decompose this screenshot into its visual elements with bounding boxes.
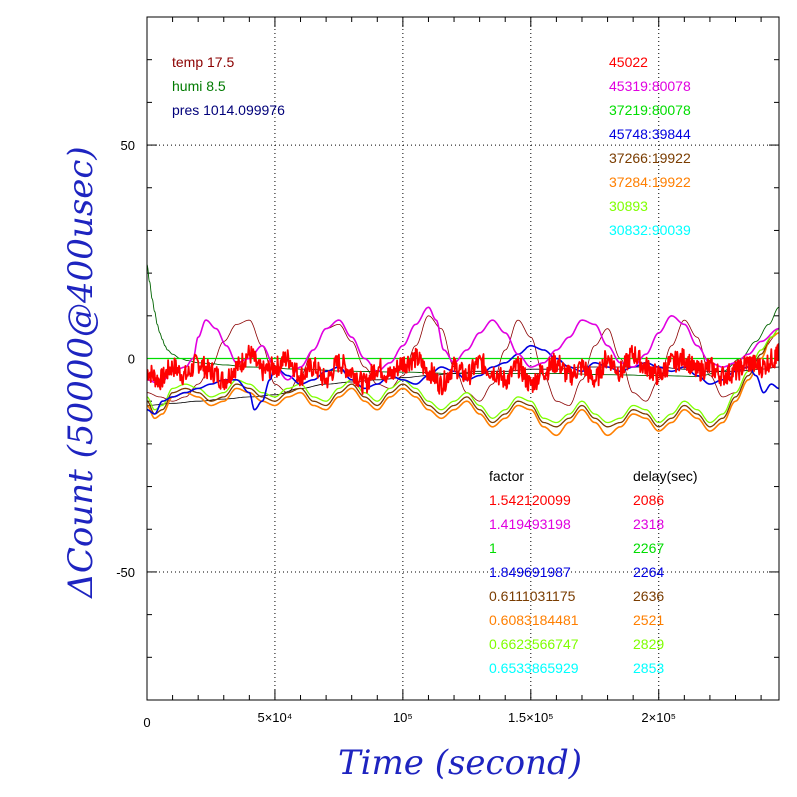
tick-labels: 0 5×10⁴ 10⁵ 1.5×10⁵ 2×10⁵ 50 0 -50 xyxy=(116,138,676,730)
series-line-30893 xyxy=(147,327,779,424)
legend-series-id: 30832:90039 xyxy=(609,222,691,238)
environment-info: temp 17.5 humi 8.5 pres 1014.099976 xyxy=(172,54,285,118)
x-axis-title: Time (second) xyxy=(338,743,582,783)
legend-factor-value: 0.6623566747 xyxy=(489,636,579,652)
env-info-line: pres 1014.099976 xyxy=(172,102,285,118)
legend-delay-value: 2521 xyxy=(633,612,664,628)
x-tick-label: 10⁵ xyxy=(393,710,413,725)
y-tick-label: 0 xyxy=(128,352,135,367)
legend-factor-table: factor delay(sec) 1.542120099 2086 1.41949… xyxy=(489,468,698,676)
series-line-temp xyxy=(147,315,779,406)
x-tick-label: 1.5×10⁵ xyxy=(508,710,554,725)
legend-series-id: 37284:19922 xyxy=(609,174,691,190)
legend-factor-value: 1 xyxy=(489,540,497,556)
y-axis-title: ΔCount (50000@400usec) xyxy=(61,146,101,599)
legend-delay-value: 2086 xyxy=(633,492,664,508)
x-tick-label: 0 xyxy=(143,715,150,730)
legend-factor-value: 0.6083184481 xyxy=(489,612,579,628)
legend-factor-value: 1.419493198 xyxy=(489,516,571,532)
plot-curves xyxy=(147,264,779,437)
series-line-45319-80078 xyxy=(147,306,779,385)
factor-header: factor xyxy=(489,468,524,484)
legend-delay-value: 2267 xyxy=(633,540,664,556)
legend-series-id: 37219:80078 xyxy=(609,102,691,118)
legend-delay-value: 2318 xyxy=(633,516,664,532)
legend-factor-value: 1.542120099 xyxy=(489,492,571,508)
legend-delay-value: 2264 xyxy=(633,564,664,580)
legend-series-id: 45319:80078 xyxy=(609,78,691,94)
legend-series-id: 45022 xyxy=(609,54,648,70)
y-tick-label: 50 xyxy=(121,138,135,153)
series-line-37284-19922 xyxy=(147,332,779,437)
legend-series-id: 45748:39844 xyxy=(609,126,691,142)
legend-factor-value: 0.6533865929 xyxy=(489,660,579,676)
plot-frame xyxy=(146,16,780,701)
x-tick-label: 2×10⁵ xyxy=(641,710,676,725)
env-info-line: humi 8.5 xyxy=(172,78,226,94)
env-info-line: temp 17.5 xyxy=(172,54,234,70)
legend-factor-value: 1.849691987 xyxy=(489,564,571,580)
delay-header: delay(sec) xyxy=(633,468,698,484)
legend-factor-value: 0.6111031175 xyxy=(489,588,576,604)
legend-delay-value: 2829 xyxy=(633,636,664,652)
y-tick-label: -50 xyxy=(116,565,135,580)
legend-series-id: 37266:19922 xyxy=(609,150,691,166)
series-line-45022 xyxy=(147,343,779,396)
legend-series-ids: 45022 45319:80078 37219:80078 45748:39844 37… xyxy=(609,54,691,238)
legend-delay-value: 2636 xyxy=(633,588,664,604)
x-tick-label: 5×10⁴ xyxy=(257,710,292,725)
legend-series-id: 30893 xyxy=(609,198,648,214)
legend-delay-value: 2853 xyxy=(633,660,664,676)
